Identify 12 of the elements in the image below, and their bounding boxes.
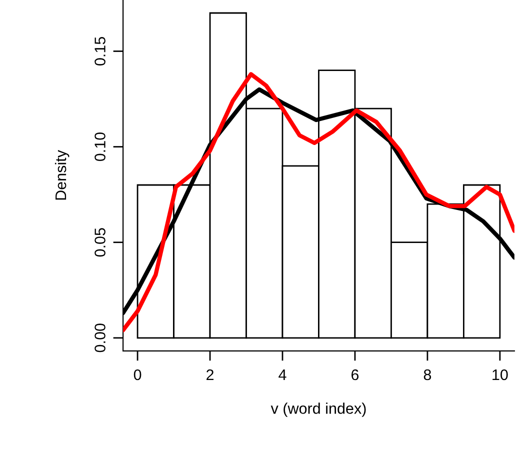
x-tick-label: 10 — [492, 369, 508, 380]
x-tick-label: 0 — [134, 369, 142, 380]
y-tick-label: 0.10 — [94, 132, 106, 162]
x-tick-label: 6 — [351, 369, 359, 380]
y-tick-label: 0.00 — [94, 324, 106, 352]
y-tick-label: 0.15 — [94, 36, 106, 66]
x-tick-label: 2 — [206, 369, 214, 380]
y-axis-title: Density — [54, 150, 70, 200]
x-tick-label: 8 — [424, 369, 432, 380]
x-tick-label: 4 — [278, 370, 286, 380]
x-axis-title: v (word index) — [270, 402, 366, 417]
y-tick-label: 0.05 — [94, 228, 106, 257]
